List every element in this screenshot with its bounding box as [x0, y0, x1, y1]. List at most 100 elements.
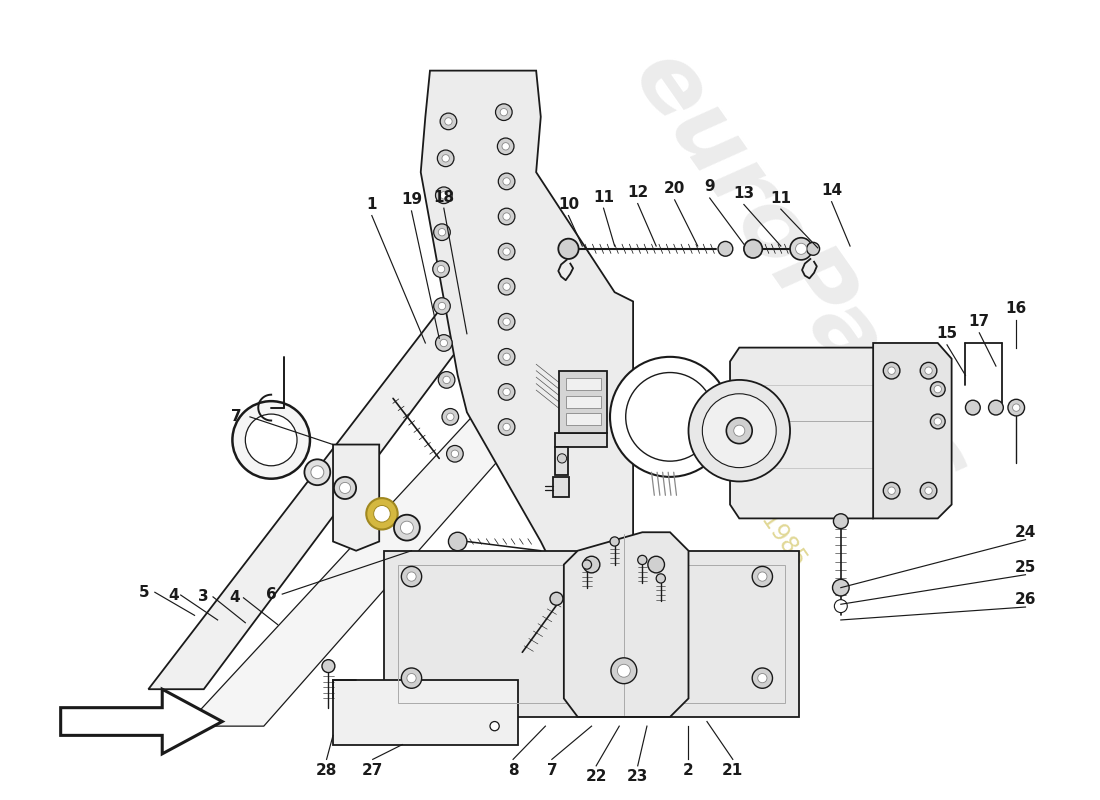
- Circle shape: [495, 104, 513, 121]
- Circle shape: [449, 532, 466, 550]
- Circle shape: [245, 414, 297, 466]
- Text: 25: 25: [1015, 560, 1036, 575]
- Circle shape: [610, 537, 619, 546]
- Circle shape: [407, 572, 416, 581]
- Bar: [559, 370, 607, 434]
- Text: 27: 27: [362, 763, 384, 778]
- Bar: [333, 680, 518, 745]
- Circle shape: [806, 242, 820, 255]
- Circle shape: [444, 118, 452, 125]
- Circle shape: [1013, 404, 1020, 411]
- Circle shape: [438, 372, 455, 388]
- Circle shape: [442, 409, 459, 425]
- Circle shape: [433, 298, 450, 314]
- Text: 11: 11: [770, 190, 791, 206]
- Circle shape: [498, 349, 515, 365]
- Text: 4: 4: [168, 587, 178, 602]
- Bar: [565, 378, 601, 390]
- Circle shape: [921, 482, 937, 499]
- Circle shape: [610, 658, 637, 684]
- Circle shape: [648, 556, 664, 573]
- Circle shape: [744, 239, 762, 258]
- Circle shape: [734, 425, 745, 436]
- Circle shape: [559, 238, 579, 259]
- Text: 28: 28: [316, 763, 338, 778]
- Text: 24: 24: [1015, 525, 1036, 540]
- Text: 2: 2: [683, 763, 694, 778]
- Circle shape: [311, 466, 323, 478]
- Circle shape: [503, 388, 510, 396]
- Circle shape: [440, 113, 456, 130]
- Circle shape: [232, 401, 310, 478]
- Circle shape: [835, 600, 847, 613]
- Text: 23: 23: [627, 770, 648, 785]
- Circle shape: [447, 446, 463, 462]
- Circle shape: [432, 261, 450, 278]
- Bar: [384, 550, 800, 717]
- Circle shape: [498, 243, 515, 260]
- Circle shape: [726, 418, 752, 444]
- Circle shape: [752, 668, 772, 688]
- Circle shape: [931, 382, 945, 397]
- Circle shape: [490, 722, 499, 730]
- Circle shape: [503, 248, 510, 255]
- Bar: [554, 434, 607, 447]
- Text: 12: 12: [627, 185, 648, 200]
- Text: 17: 17: [969, 314, 990, 330]
- Bar: [554, 447, 569, 475]
- Text: 22: 22: [585, 770, 607, 785]
- Text: 16: 16: [1005, 302, 1027, 316]
- Circle shape: [438, 266, 444, 273]
- Text: 10: 10: [558, 197, 579, 212]
- Polygon shape: [730, 348, 882, 518]
- Circle shape: [498, 384, 515, 400]
- Circle shape: [440, 339, 448, 346]
- Circle shape: [438, 150, 454, 166]
- Circle shape: [921, 362, 937, 379]
- Circle shape: [989, 400, 1003, 415]
- Circle shape: [790, 238, 812, 260]
- Circle shape: [931, 414, 945, 429]
- Text: 11: 11: [593, 190, 614, 205]
- Circle shape: [558, 454, 566, 463]
- Circle shape: [503, 178, 510, 185]
- Polygon shape: [185, 412, 541, 726]
- Text: 1: 1: [366, 197, 377, 212]
- Circle shape: [497, 138, 514, 154]
- Circle shape: [334, 477, 356, 499]
- Circle shape: [638, 555, 647, 565]
- Circle shape: [758, 572, 767, 581]
- Circle shape: [752, 566, 772, 586]
- Circle shape: [718, 242, 733, 256]
- Bar: [553, 477, 570, 497]
- Text: 26: 26: [1014, 592, 1036, 607]
- Circle shape: [407, 674, 416, 682]
- Circle shape: [1008, 399, 1024, 416]
- Circle shape: [503, 318, 510, 326]
- Circle shape: [498, 208, 515, 225]
- Circle shape: [442, 154, 450, 162]
- Polygon shape: [873, 343, 952, 518]
- Text: 13: 13: [734, 186, 755, 201]
- Circle shape: [795, 243, 806, 254]
- Text: 4: 4: [229, 590, 240, 606]
- Circle shape: [617, 664, 630, 678]
- Circle shape: [502, 142, 509, 150]
- Text: 5: 5: [139, 585, 150, 600]
- Circle shape: [340, 482, 351, 494]
- Circle shape: [758, 674, 767, 682]
- Polygon shape: [60, 690, 222, 754]
- Text: 18: 18: [433, 190, 454, 205]
- Circle shape: [503, 353, 510, 361]
- Circle shape: [498, 418, 515, 435]
- Circle shape: [834, 514, 848, 529]
- Circle shape: [582, 560, 592, 569]
- Circle shape: [626, 373, 714, 461]
- Circle shape: [500, 109, 507, 116]
- Text: 14: 14: [821, 183, 843, 198]
- Text: 15: 15: [936, 326, 958, 342]
- Circle shape: [443, 376, 450, 384]
- Circle shape: [402, 668, 421, 688]
- Circle shape: [966, 400, 980, 415]
- Circle shape: [610, 357, 730, 477]
